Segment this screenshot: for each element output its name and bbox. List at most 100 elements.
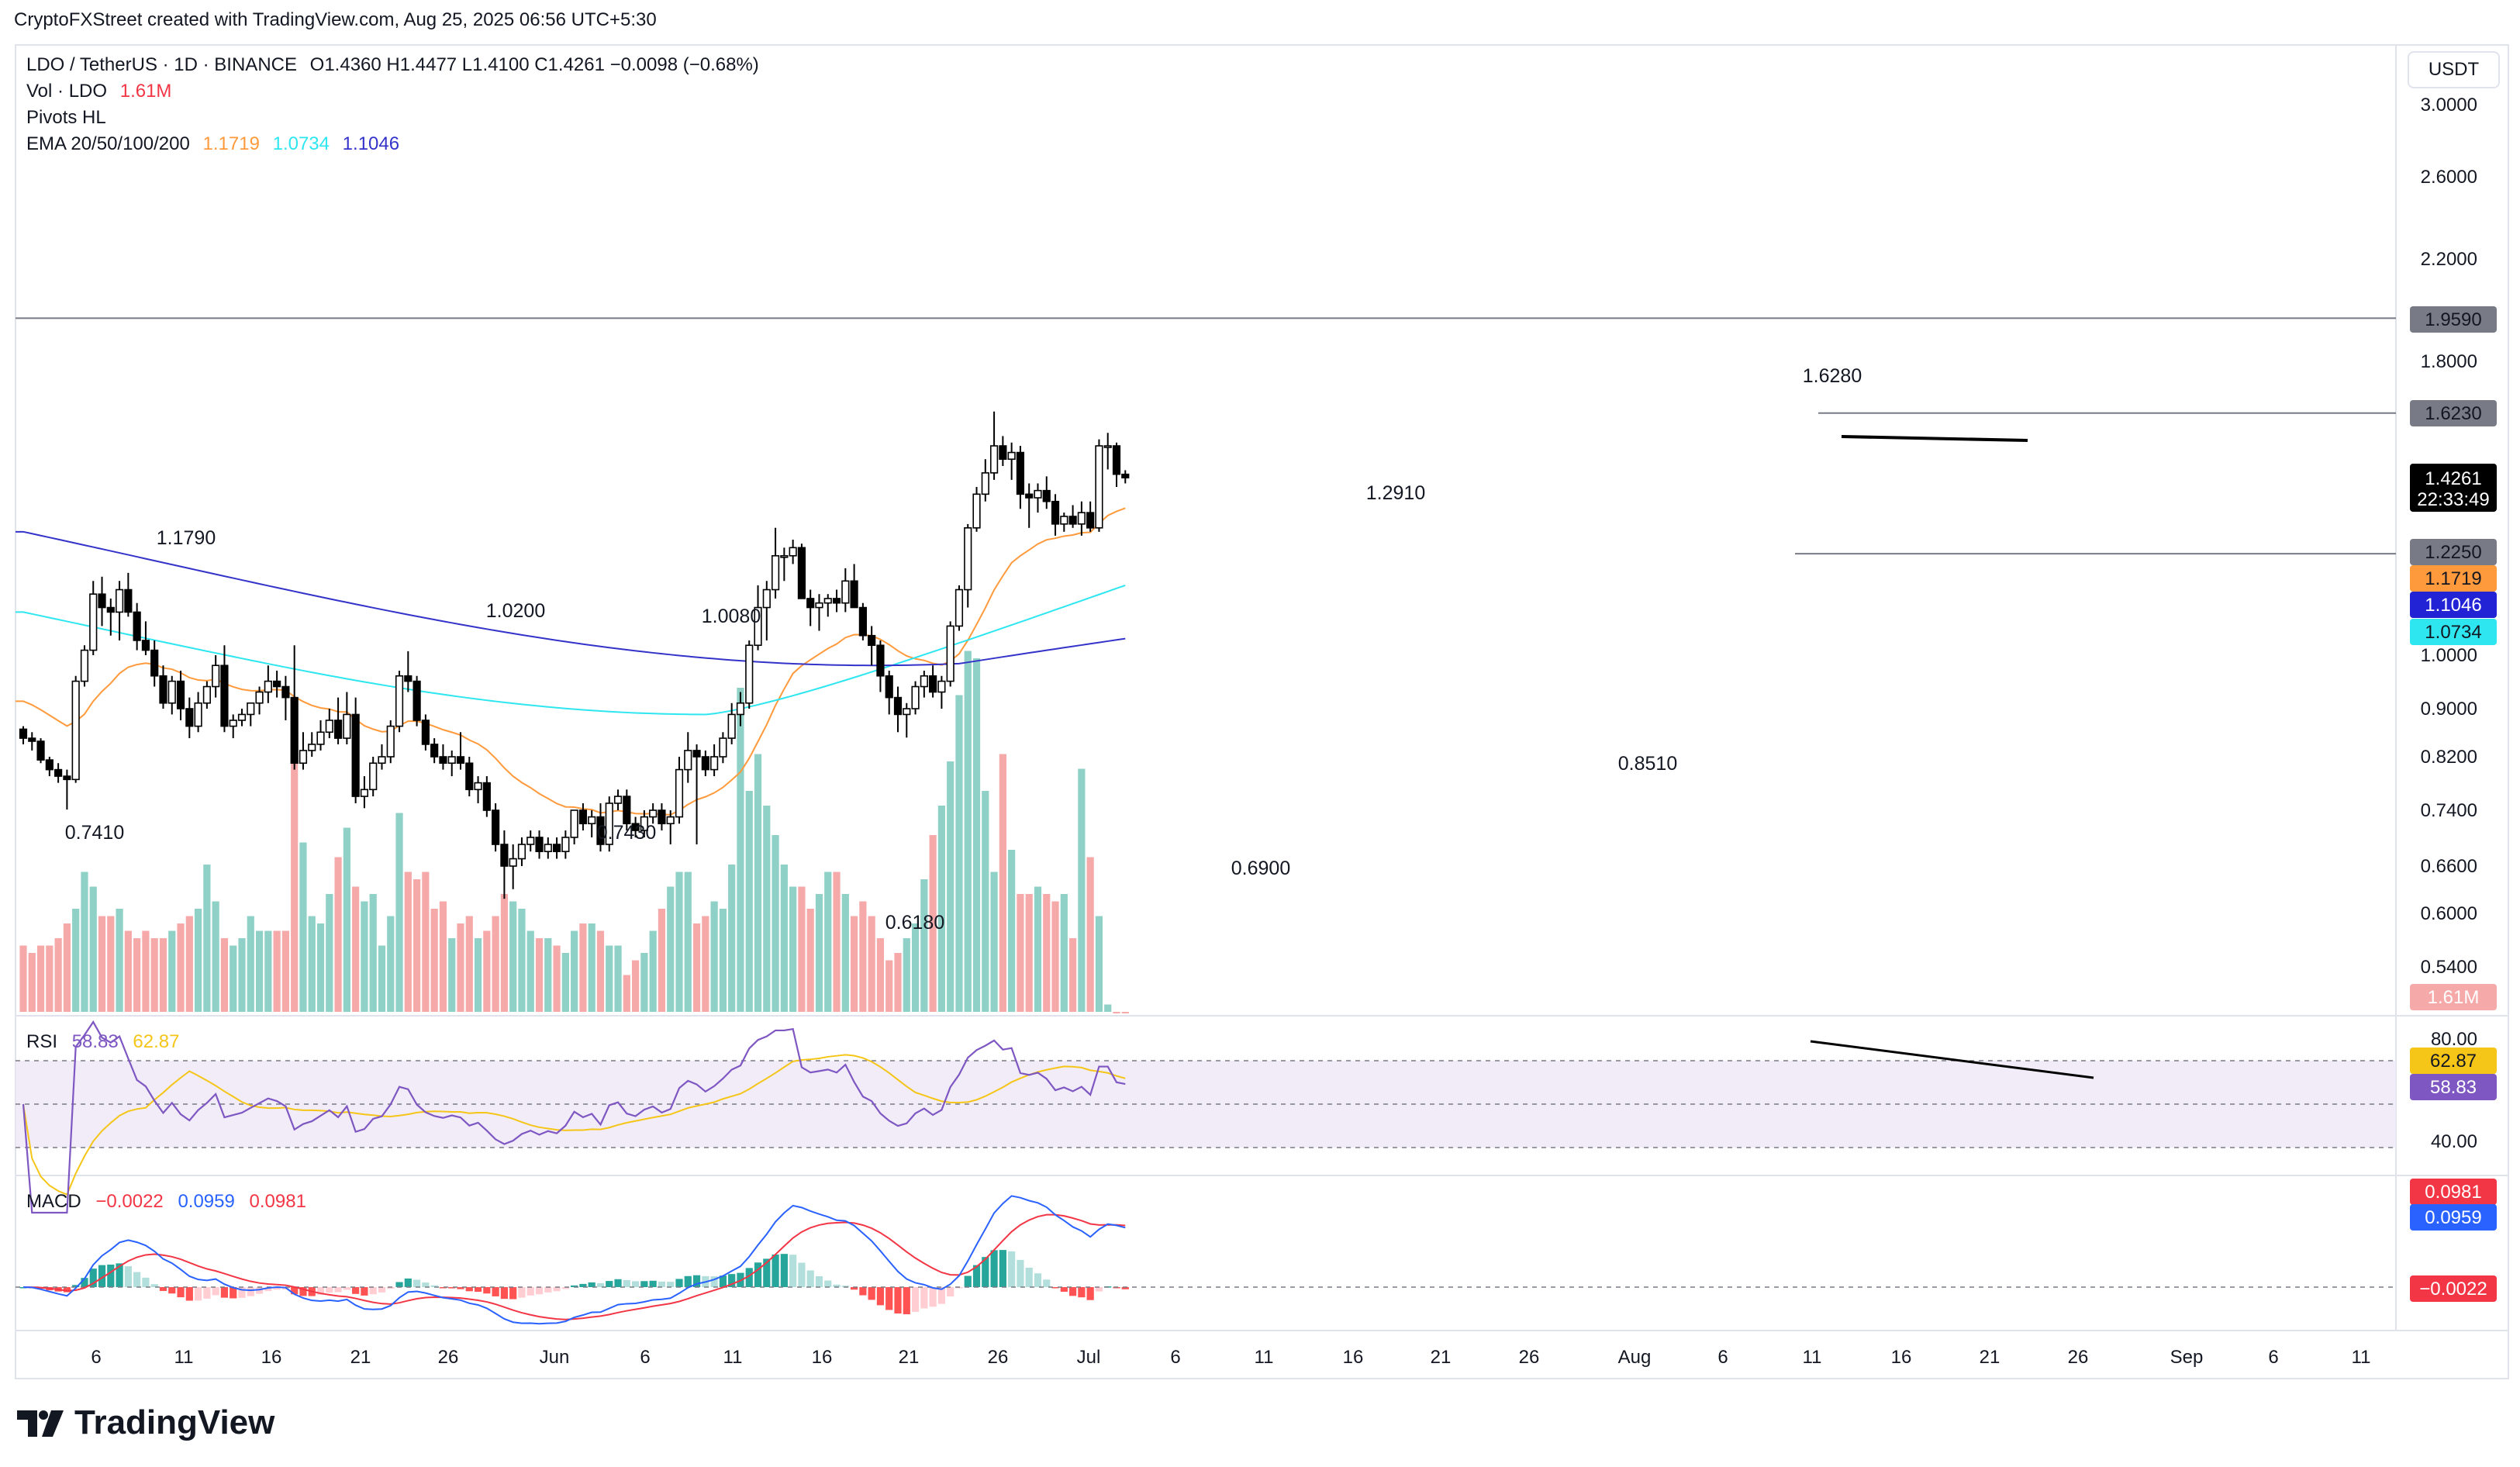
candle-body: [264, 680, 272, 693]
volume-bar: [36, 945, 45, 1012]
currency-button[interactable]: USDT: [2408, 51, 2500, 88]
time-axis-tick: 6: [91, 1347, 101, 1368]
candle-body: [1121, 473, 1130, 478]
candle-body: [596, 816, 605, 845]
macd-histogram-bar: [177, 1287, 185, 1298]
candles: [19, 411, 1130, 899]
macd-histogram-bar: [1034, 1273, 1042, 1287]
volume-bar: [947, 761, 954, 1012]
volume-bar: [89, 886, 97, 1012]
volume-bar: [334, 857, 342, 1012]
tag-rsi-ma: 62.87: [2410, 1048, 2497, 1074]
time-axis-tick: Jul: [1077, 1347, 1101, 1368]
candle-body: [185, 708, 194, 727]
tag-volume: 1.61M: [2410, 984, 2497, 1010]
price-axis-tick: 1.8000: [2421, 351, 2477, 372]
ema-label[interactable]: EMA 20/50/100/200: [26, 133, 190, 154]
candle-body: [369, 762, 378, 791]
volume-bar: [255, 930, 264, 1012]
macd-label[interactable]: MACD: [26, 1191, 81, 1212]
tag-level-19590-text: 1.9590: [2425, 309, 2481, 330]
candle-body: [850, 580, 858, 609]
macd-histogram-bar: [273, 1287, 281, 1290]
candle-body: [526, 837, 535, 845]
candle-body: [815, 602, 823, 609]
candle-body: [649, 809, 658, 818]
volume-bar: [885, 960, 893, 1012]
volume-bar: [247, 916, 254, 1012]
time-axis-tick: 6: [1717, 1347, 1728, 1368]
macd-histogram-bar: [98, 1265, 106, 1287]
macd-histogram-bar: [561, 1287, 569, 1289]
tag-rsi-ma-text: 62.87: [2430, 1051, 2477, 1072]
macd-histogram-bar: [185, 1287, 193, 1301]
volume-bar: [1017, 894, 1024, 1012]
candle-body: [719, 737, 727, 758]
rsi-label[interactable]: RSI: [26, 1031, 58, 1052]
tradingview-logo-icon: [17, 1410, 64, 1437]
volume-bar: [46, 945, 54, 1012]
volume-bar: [19, 945, 27, 1012]
macd-histogram-bar: [457, 1287, 464, 1289]
candle-body: [989, 445, 999, 474]
candle-body: [492, 809, 500, 845]
macd-histogram-bar: [291, 1287, 299, 1295]
macd-histogram-bar: [719, 1275, 727, 1287]
volume-bar: [238, 938, 246, 1012]
candle-body: [194, 702, 202, 727]
tag-macd-hist-bg: [2410, 1275, 2497, 1302]
time-axis-tick: 16: [1343, 1347, 1364, 1368]
volume-bar: [911, 923, 920, 1012]
macd-histogram-bar: [772, 1254, 779, 1287]
volume-bar: [343, 827, 350, 1012]
macd-histogram-bar: [89, 1269, 97, 1287]
ema100-line: [16, 530, 1126, 667]
tradingview-logo[interactable]: TradingView: [17, 1403, 274, 1442]
volume-bar: [369, 894, 377, 1012]
volume-label[interactable]: Vol · LDO: [26, 81, 108, 102]
candle-body: [841, 580, 850, 604]
tag-level-16230: 1.6230: [2410, 400, 2497, 426]
macd-histogram-bar: [439, 1287, 447, 1289]
macd-histogram-bar: [107, 1264, 115, 1287]
macd-histogram-bar: [212, 1287, 219, 1296]
candle-body: [63, 775, 71, 781]
macd-histogram-bar: [903, 1287, 910, 1314]
volume-bar: [352, 886, 360, 1012]
candle-body: [482, 782, 491, 811]
tag-volume-bg: [2410, 984, 2497, 1010]
macd-histogram-bar: [1008, 1251, 1016, 1287]
macd-histogram-bar: [264, 1287, 272, 1292]
macd-line-value: 0.0959: [178, 1191, 235, 1212]
tag-macd: 0.0959: [2410, 1204, 2497, 1231]
volume-bar: [299, 842, 307, 1012]
pivots-label[interactable]: Pivots HL: [26, 107, 106, 128]
macd-histogram-bar: [859, 1287, 867, 1296]
price-axis[interactable]: 3.0000 2.6000 2.2000 1.8000 1.0000 0.9000 0.82…: [2421, 95, 2477, 1152]
volume-bar: [185, 916, 193, 1012]
candle-body: [640, 816, 648, 831]
candle-body: [124, 589, 133, 613]
candle-body: [465, 762, 474, 791]
macd-histogram-bar: [841, 1286, 849, 1287]
price-axis-tick: 3.0000: [2421, 95, 2477, 116]
time-axis[interactable]: 6 11 16 21 26 Jun 6 11 16 21 26 Jul 6 11 16 21 26 Aug 6 11 1…: [91, 1347, 2370, 1368]
candle-body: [447, 756, 456, 765]
candle-body: [806, 598, 815, 609]
tag-rsi-bg: [2410, 1074, 2497, 1100]
volume-bar: [763, 806, 771, 1012]
macd-histogram-bar: [999, 1250, 1006, 1287]
tag-level-12250-text: 1.2250: [2425, 542, 2481, 563]
candle-body: [771, 554, 780, 591]
volume-bar: [1086, 857, 1094, 1012]
pivot-label: 0.7430: [597, 822, 656, 844]
volume-bar: [649, 930, 657, 1012]
macd-histogram-bar: [789, 1255, 797, 1287]
tag-ema50: 1.0734: [2410, 619, 2497, 645]
time-axis-tick: 6: [2268, 1347, 2278, 1368]
macd-histogram-bar: [1078, 1287, 1086, 1298]
volume-bar: [982, 791, 989, 1012]
symbol-label[interactable]: LDO / TetherUS · 1D · BINANCE: [26, 54, 297, 75]
